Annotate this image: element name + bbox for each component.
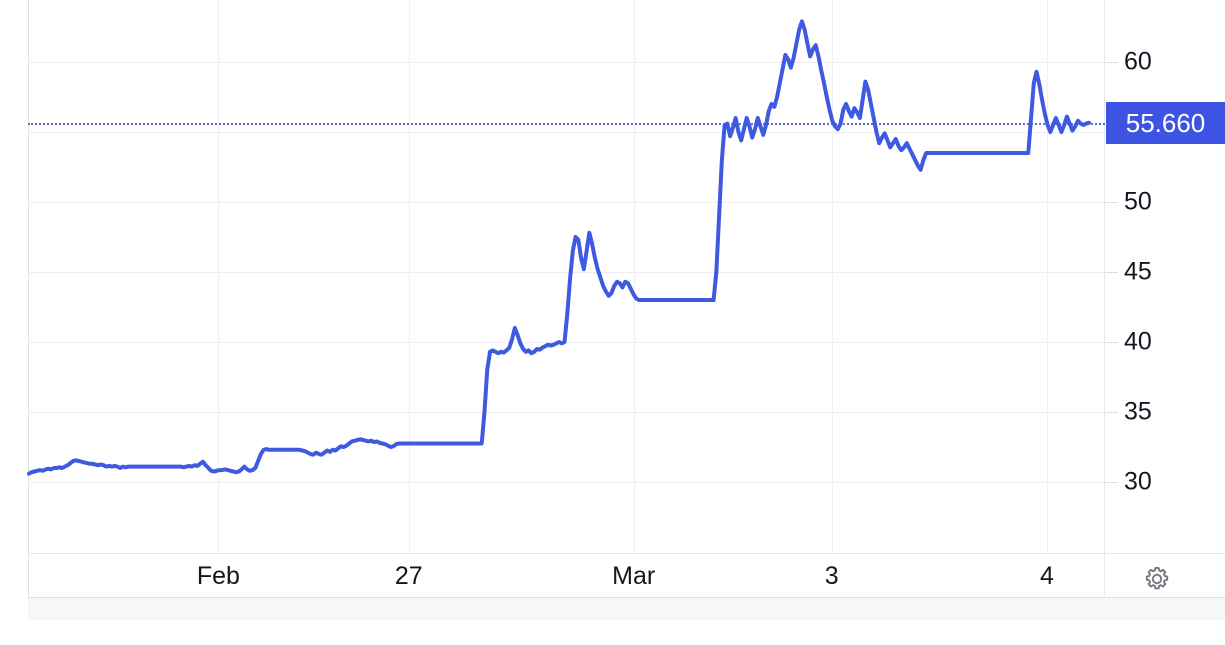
y-axis-label-45: 45 bbox=[1124, 257, 1152, 286]
widget-footer bbox=[28, 598, 1225, 620]
gridline-y-30 bbox=[28, 482, 1105, 483]
gridline-y-60 bbox=[28, 62, 1105, 63]
y-tick-35 bbox=[1105, 412, 1118, 413]
widget-bottom-border bbox=[28, 597, 1225, 598]
time-axis-line bbox=[28, 553, 1225, 554]
y-tick-40 bbox=[1105, 342, 1118, 343]
gridline-y-45 bbox=[28, 272, 1105, 273]
y-axis-label-50: 50 bbox=[1124, 187, 1152, 216]
x-axis-label-Mar: Mar bbox=[612, 562, 656, 590]
gridline-y-50 bbox=[28, 202, 1105, 203]
plot-area[interactable] bbox=[28, 0, 1105, 598]
y-tick-30 bbox=[1105, 482, 1118, 483]
y-axis-label-30: 30 bbox=[1124, 467, 1152, 496]
current-price-line bbox=[28, 122, 1105, 125]
x-axis-label-Feb: Feb bbox=[196, 562, 240, 590]
gridline-x-Mar bbox=[633, 0, 635, 553]
price-axis[interactable] bbox=[1105, 0, 1225, 598]
x-axis-label-27: 27 bbox=[394, 562, 423, 590]
current-price-badge[interactable]: 55.660 bbox=[1106, 101, 1225, 144]
y-axis-label-40: 40 bbox=[1124, 327, 1152, 356]
gridline-x-Feb bbox=[218, 0, 220, 553]
gridline-x-4 bbox=[1046, 0, 1048, 553]
gridline-x-27 bbox=[408, 0, 410, 553]
gridline-y-40 bbox=[28, 342, 1105, 343]
gear-icon bbox=[1145, 567, 1169, 590]
y-axis-label-60: 60 bbox=[1124, 47, 1152, 76]
settings-button[interactable] bbox=[1140, 562, 1174, 596]
gridline-x-3 bbox=[831, 0, 833, 553]
gridline-y-55 bbox=[28, 132, 1105, 133]
y-tick-50 bbox=[1105, 202, 1118, 203]
y-tick-45 bbox=[1105, 272, 1118, 273]
x-axis-label-3: 3 bbox=[824, 562, 839, 590]
y-axis-label-35: 35 bbox=[1124, 397, 1152, 426]
y-tick-60 bbox=[1105, 62, 1118, 63]
x-axis-label-4: 4 bbox=[1039, 562, 1054, 590]
gridline-y-35 bbox=[28, 412, 1105, 413]
